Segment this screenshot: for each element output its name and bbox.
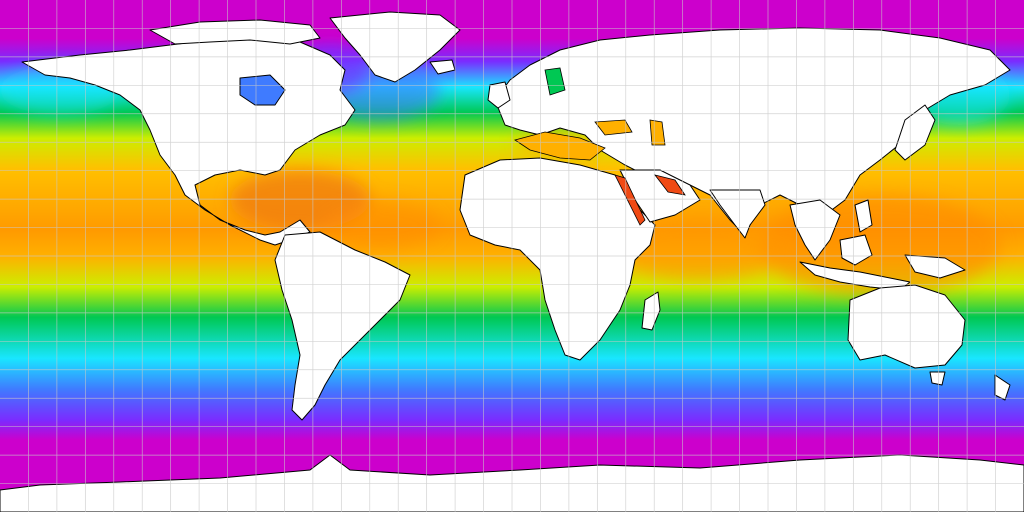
- sea-baltic: [544, 67, 566, 96]
- land-philippines: [854, 199, 873, 233]
- sea-red-sea: [614, 174, 646, 226]
- land-tasmania: [929, 371, 946, 386]
- inland-seas: [514, 67, 686, 226]
- land-india: [709, 189, 766, 239]
- sea-caspian: [649, 119, 666, 146]
- land-borneo: [839, 234, 873, 266]
- land-madagascar: [641, 291, 661, 331]
- land-japan: [894, 104, 936, 161]
- land-australia: [847, 284, 966, 369]
- land-greenland: [329, 11, 461, 83]
- sea-persian-gulf: [653, 174, 686, 196]
- sea-black-sea: [594, 119, 633, 136]
- land-arctic-islands: [149, 19, 321, 45]
- land-new-zealand: [994, 374, 1011, 401]
- warm-patch-indian-ocean: [620, 220, 780, 280]
- land-british-isles: [487, 81, 511, 109]
- warm-patch-east-atlantic: [320, 200, 440, 250]
- land-hudson-bay-water: [239, 74, 286, 106]
- land-south-america: [274, 231, 411, 421]
